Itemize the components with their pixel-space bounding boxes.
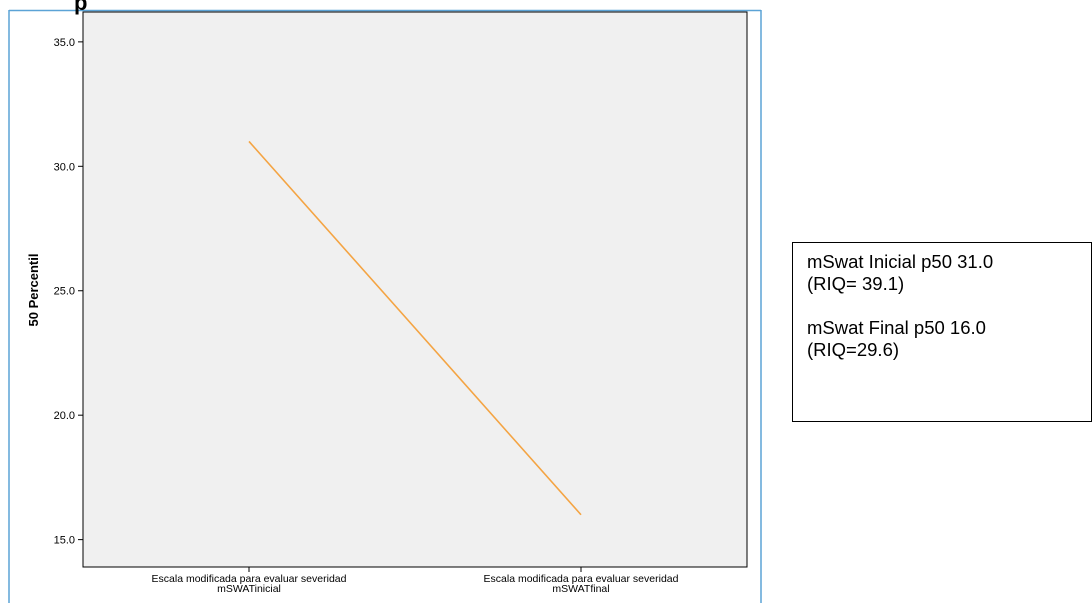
annotation-line: (RIQ= 39.1) [807, 273, 905, 294]
series-group [248, 140, 582, 516]
series-line [248, 140, 582, 516]
annotation-group-final: mSwat Final p50 16.0 (RIQ=29.6) [807, 317, 1077, 361]
x-tick-label: Escala modificada para evaluar severidad [152, 573, 347, 585]
y-axis-label: 50 Percentil [26, 254, 41, 327]
y-tick-label: 20.0 [54, 410, 75, 422]
plot-area [82, 11, 748, 568]
annotation-line: mSwat Inicial p50 31.0 [807, 251, 994, 272]
y-tick-label: 35.0 [54, 37, 75, 49]
header-fragment: p [74, 0, 87, 15]
x-tick-label: mSWATfinal [552, 583, 609, 595]
y-tick-label: 25.0 [54, 286, 75, 298]
y-axis: 15.0 20.0 25.0 30.0 35.0 [54, 37, 83, 547]
x-tick-label: mSWATinicial [217, 583, 281, 595]
x-axis: Escala modificada para evaluar severidad… [152, 567, 679, 595]
y-tick-label: 30.0 [54, 161, 75, 173]
annotation-line: mSwat Final p50 16.0 [807, 317, 986, 338]
annotation-box: mSwat Inicial p50 31.0 (RIQ= 39.1) mSwat… [792, 242, 1092, 422]
annotation-line: (RIQ=29.6) [807, 339, 900, 360]
x-tick-label: Escala modificada para evaluar severidad [484, 573, 679, 585]
annotation-group-inicial: mSwat Inicial p50 31.0 (RIQ= 39.1) [807, 251, 1077, 295]
y-tick-label: 15.0 [54, 535, 75, 547]
